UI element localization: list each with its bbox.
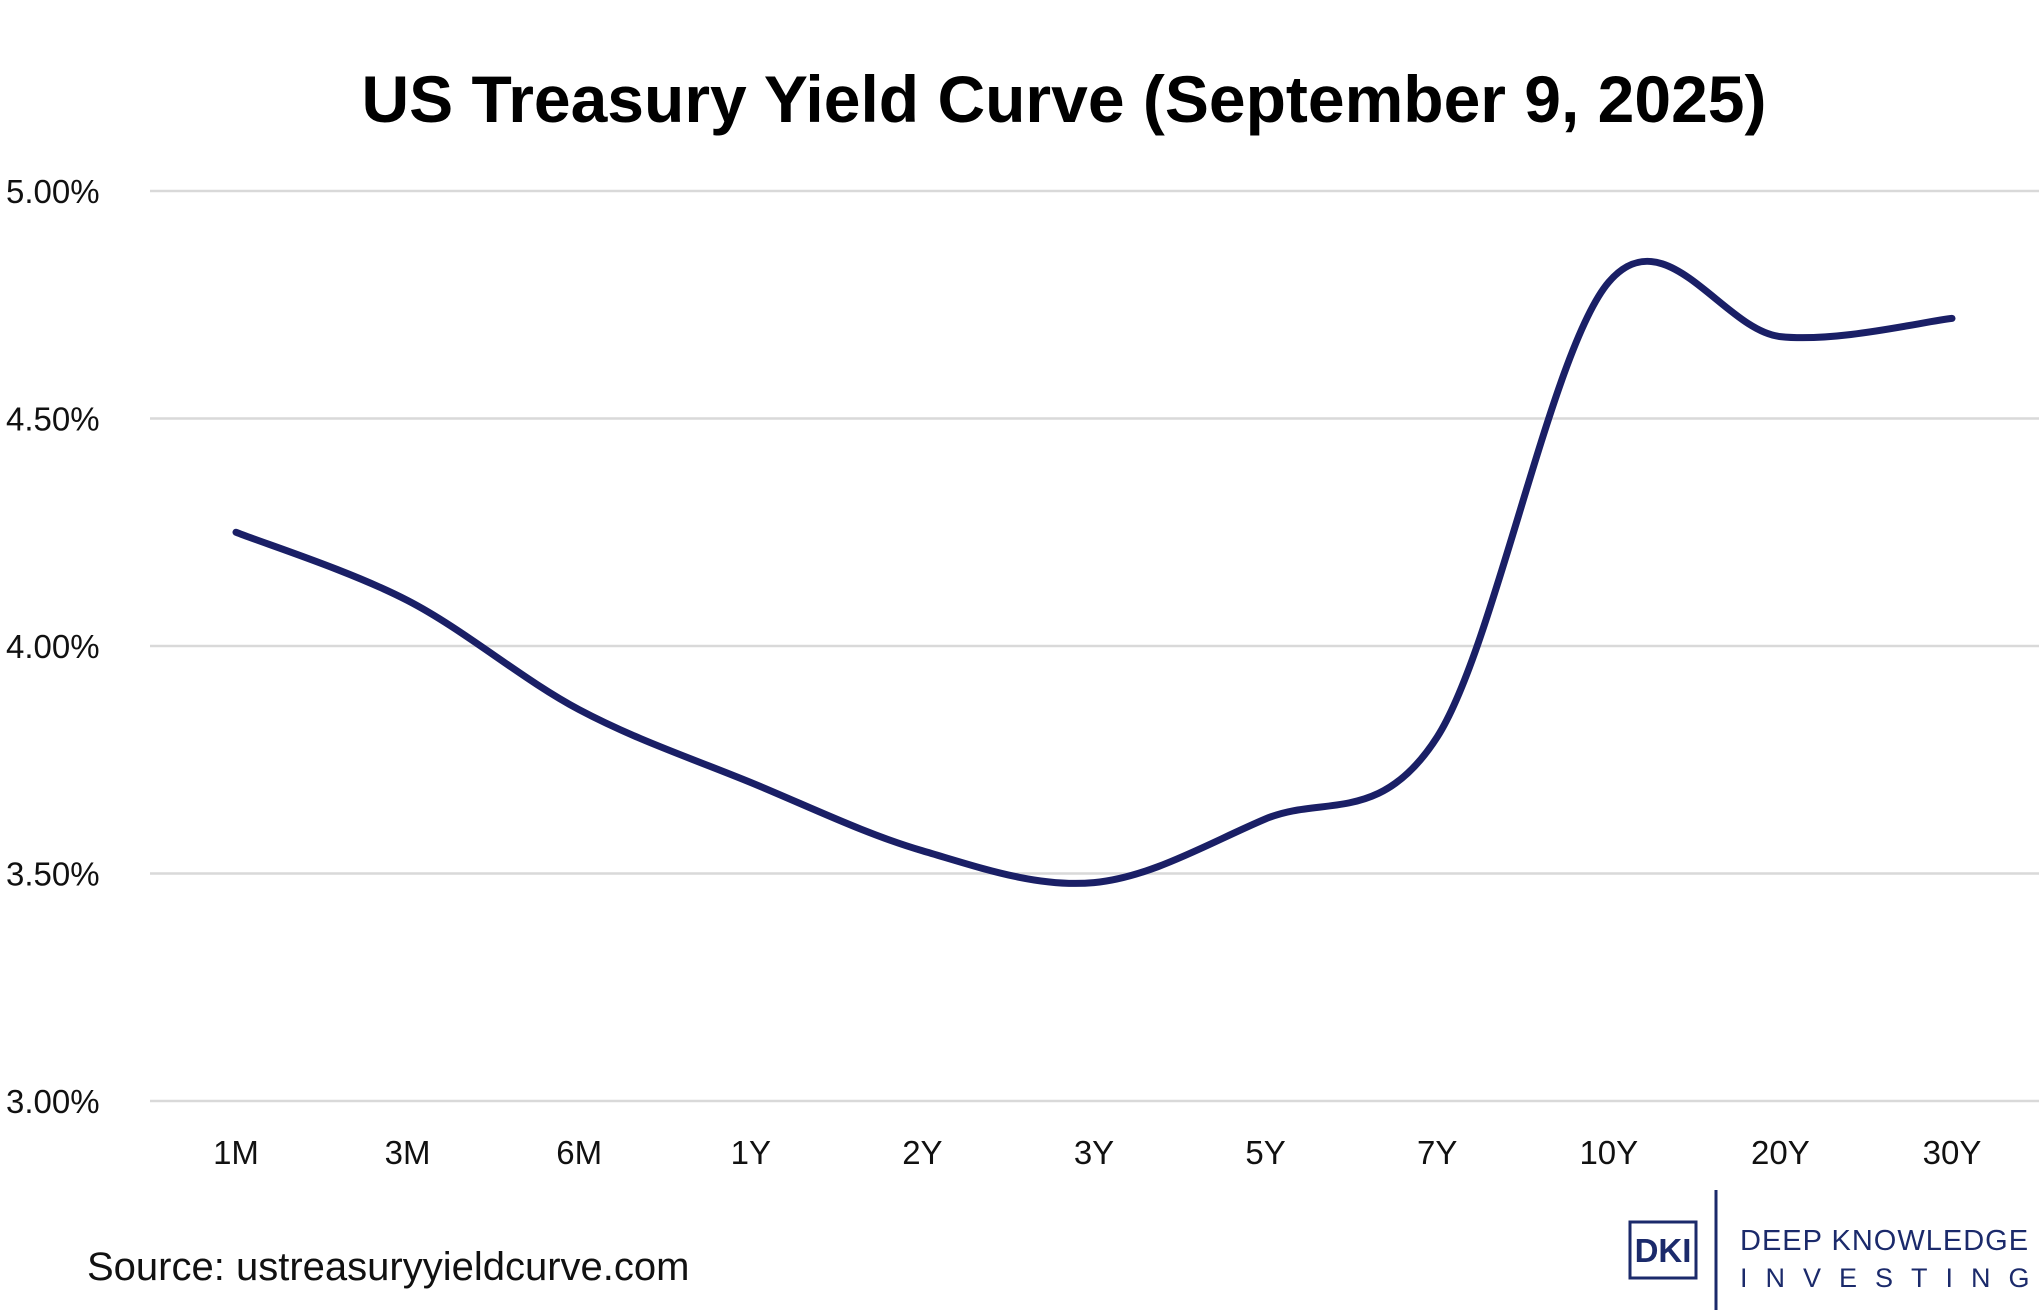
x-tick-label: 30Y (1923, 1134, 1982, 1171)
x-tick-label: 6M (556, 1134, 602, 1171)
x-axis-tick-labels: 1M 3M 6M 1Y 2Y 3Y 5Y 7Y 10Y 20Y 30Y (213, 1134, 1981, 1171)
deep-knowledge-investing-logo: DKI DEEP KNOWLEDGE INVESTING (1628, 1190, 2039, 1310)
x-tick-label: 5Y (1245, 1134, 1285, 1171)
gridlines (150, 189, 2039, 1103)
y-axis-tick-labels: 3.00% 3.50% 4.00% 4.50% 5.00% (6, 173, 100, 1120)
y-tick-label: 4.00% (6, 628, 100, 665)
x-tick-label: 7Y (1417, 1134, 1457, 1171)
logo-line2: INVESTING (1740, 1263, 2039, 1293)
x-tick-label: 3Y (1074, 1134, 1114, 1171)
x-tick-label: 20Y (1751, 1134, 1810, 1171)
y-tick-label: 3.50% (6, 856, 100, 893)
x-tick-label: 10Y (1579, 1134, 1638, 1171)
x-tick-label: 1M (213, 1134, 259, 1171)
series-layer (232, 257, 1956, 887)
y-tick-label: 4.50% (6, 401, 100, 438)
logo-box-text: DKI (1635, 1232, 1692, 1269)
series-line (232, 257, 1956, 887)
x-tick-label: 3M (385, 1134, 431, 1171)
x-tick-label: 2Y (902, 1134, 942, 1171)
x-tick-label: 1Y (731, 1134, 771, 1171)
source-note: Source: ustreasuryyieldcurve.com (87, 1245, 689, 1289)
logo-box (1628, 1220, 1698, 1280)
y-tick-label: 5.00% (6, 173, 100, 210)
y-tick-label: 3.00% (6, 1083, 100, 1120)
chart-title: US Treasury Yield Curve (September 9, 20… (362, 62, 1767, 136)
logo-line1: DEEP KNOWLEDGE (1740, 1225, 2029, 1257)
